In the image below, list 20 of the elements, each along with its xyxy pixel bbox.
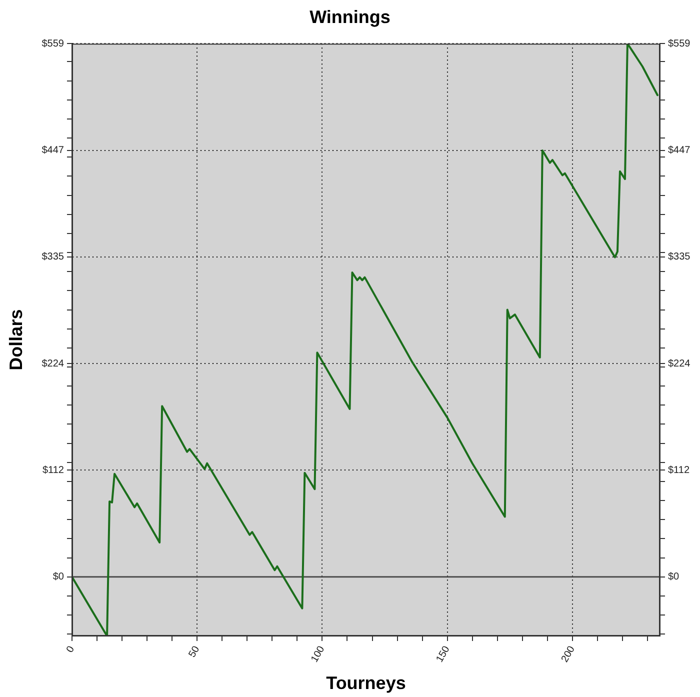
y2-tick-label: $335 (668, 252, 691, 263)
x-tick-label: 50 (186, 644, 202, 660)
y-tick-label: $0 (52, 572, 64, 583)
y2-tick-label: $112 (668, 464, 690, 476)
y2-tick-label: $0 (668, 572, 680, 583)
y-tick-label: $335 (42, 252, 64, 263)
x-tick-label: 100 (309, 644, 328, 664)
y-axis-title: Dollars (6, 309, 26, 370)
y-tick-label: $447 (42, 145, 64, 156)
y-tick-label: $224 (42, 358, 64, 370)
chart-title: Winnings (310, 6, 390, 27)
x-tick-label: 0 (64, 644, 78, 655)
y2-tick-label: $559 (668, 38, 691, 50)
y-tick-label: $112 (42, 464, 64, 476)
y-tick-label: $559 (42, 38, 64, 50)
x-tick-label: 150 (434, 644, 453, 664)
x-tick-label: 200 (560, 644, 578, 664)
y2-tick-label: $224 (668, 358, 691, 370)
y2-tick-label: $447 (668, 145, 691, 156)
x-axis-title: Tourneys (326, 673, 406, 694)
